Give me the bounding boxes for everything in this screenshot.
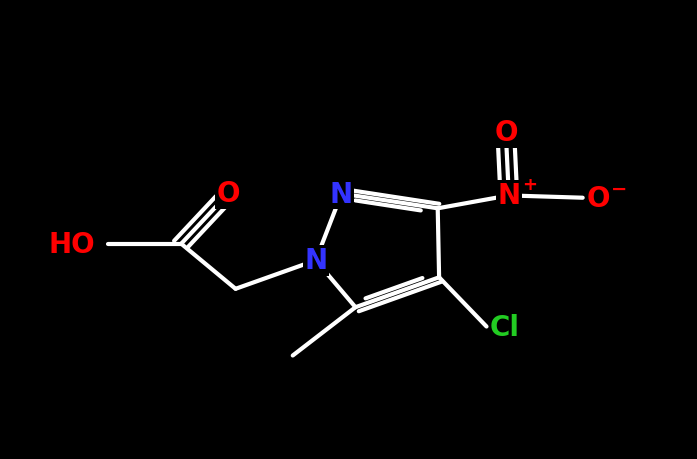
Text: O: O: [217, 180, 240, 207]
Text: +: +: [522, 175, 537, 194]
Text: Cl: Cl: [490, 313, 520, 341]
Text: −: −: [611, 179, 627, 199]
Text: N: N: [304, 247, 328, 274]
Text: O: O: [586, 185, 610, 212]
Text: O: O: [494, 119, 518, 147]
Text: N: N: [330, 180, 353, 208]
Text: N: N: [497, 182, 521, 210]
Text: HO: HO: [49, 230, 95, 258]
